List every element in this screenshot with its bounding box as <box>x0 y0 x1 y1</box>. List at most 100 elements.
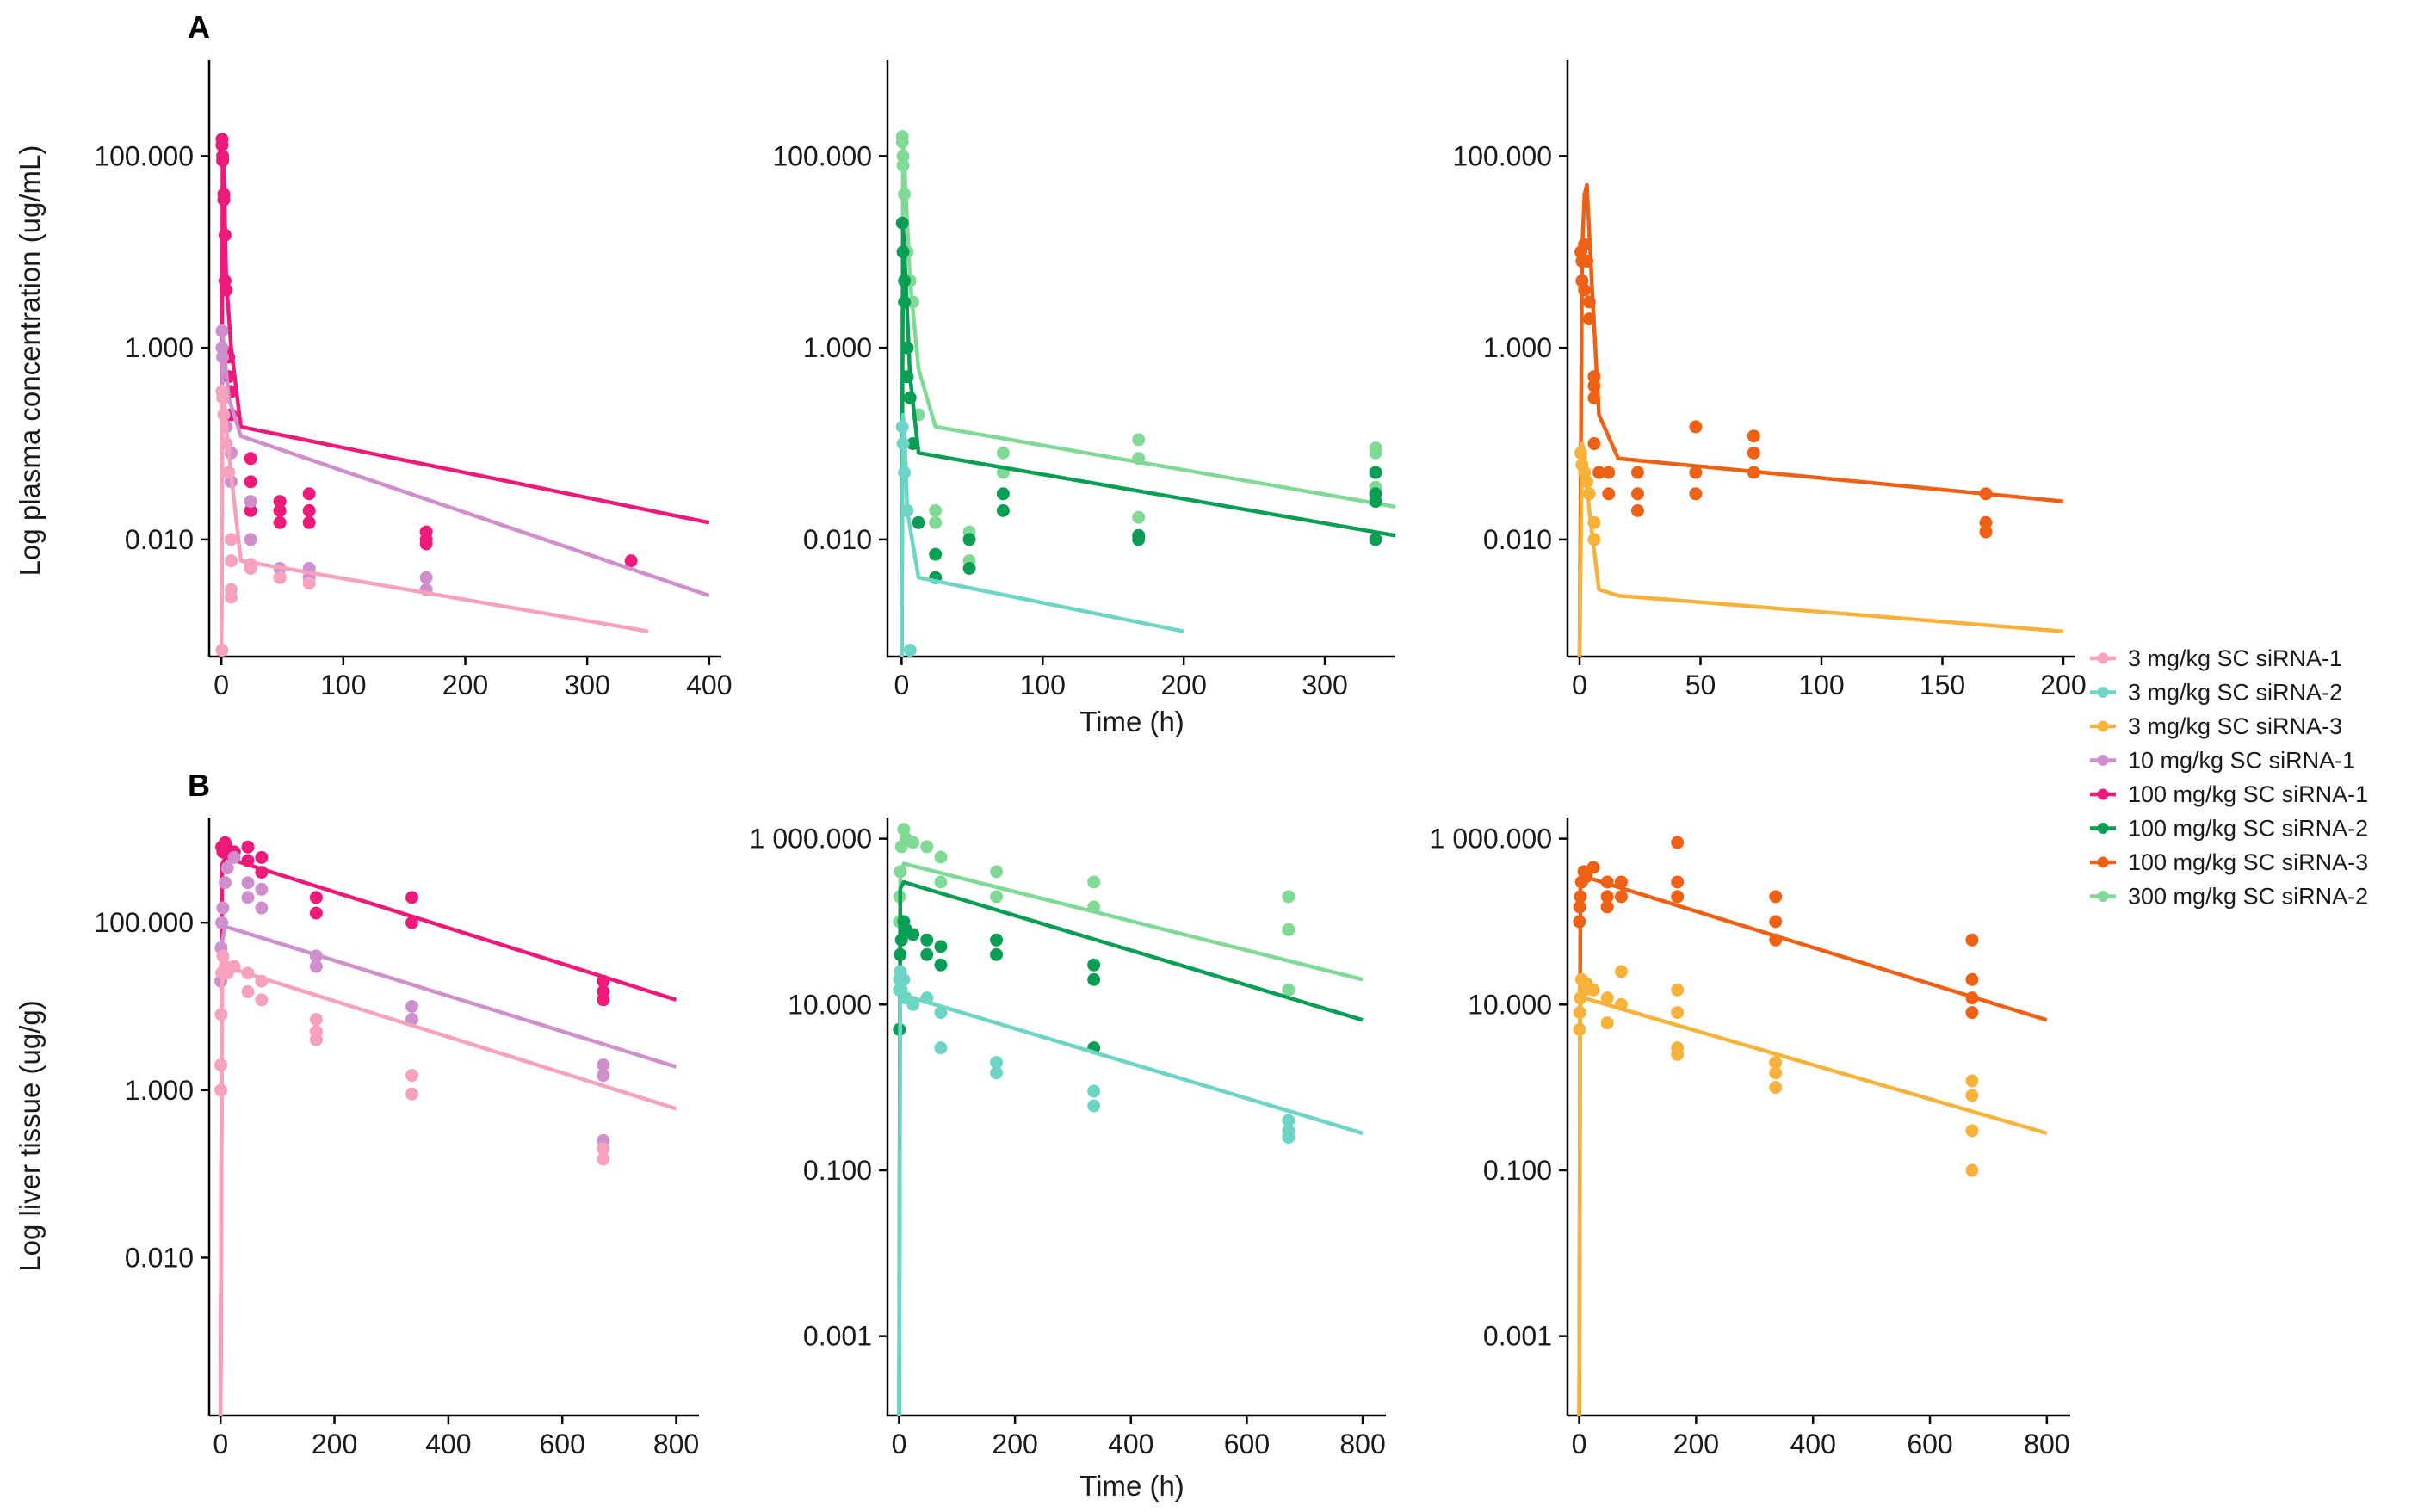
data-point <box>1671 875 1685 889</box>
data-point <box>1965 1074 1979 1088</box>
data-point <box>597 1069 610 1083</box>
data-point <box>1769 915 1783 929</box>
fit-line <box>900 137 1396 657</box>
plot-area <box>1573 836 2048 1416</box>
data-point <box>1282 890 1296 904</box>
plot-area <box>893 823 1364 1416</box>
data-point <box>1979 525 1993 539</box>
data-point <box>1630 503 1644 517</box>
data-point <box>1282 1114 1296 1127</box>
data-point <box>920 947 934 961</box>
data-point <box>934 875 948 889</box>
legend-label: 300 mg/kg SC siRNA-2 <box>2128 884 2368 910</box>
data-point <box>1087 1084 1101 1098</box>
data-point <box>996 503 1010 517</box>
fit-line <box>900 220 1396 657</box>
y-axis-title-plasma: Log plasma concentration (ug/mL) <box>14 145 46 577</box>
data-point <box>1671 1006 1685 1020</box>
data-point <box>1671 836 1685 849</box>
data-point <box>934 1006 948 1020</box>
y-tick-label: 100.000 <box>94 140 194 171</box>
legend-label: 10 mg/kg SC siRNA-1 <box>2128 748 2355 774</box>
x-tick-label: 200 <box>992 1429 1037 1460</box>
legend-key-point <box>2097 755 2109 766</box>
data-point <box>244 503 257 517</box>
y-tick-label: 0.010 <box>803 524 872 555</box>
panel-a2: 0 100 200 300 100.000 1.000 0.010 <box>772 60 1396 700</box>
x-tick-label: 0 <box>894 670 909 700</box>
legend-label: 3 mg/kg SC siRNA-2 <box>2128 680 2342 706</box>
data-point <box>302 503 316 517</box>
data-point <box>244 475 257 489</box>
data-point <box>309 1013 323 1027</box>
legend-key-point <box>2097 687 2109 698</box>
data-point <box>1614 965 1628 978</box>
data-point <box>309 906 323 920</box>
data-point <box>1965 933 1979 947</box>
panel-a1: 0 100 200 300 400 100.000 1.000 0.010 <box>94 60 733 700</box>
x-tick-label: 300 <box>564 670 609 700</box>
y-tick-label: 0.100 <box>1483 1155 1552 1186</box>
data-point <box>990 1056 1004 1070</box>
legend-item: 3 mg/kg SC siRNA-3 <box>2090 713 2342 739</box>
data-point <box>273 503 287 517</box>
plot-area <box>215 133 710 657</box>
data-point <box>302 515 316 529</box>
data-point <box>920 933 934 947</box>
data-point <box>906 997 920 1011</box>
y-tick-label: 0.001 <box>803 1321 872 1352</box>
legend-label: 100 mg/kg SC siRNA-2 <box>2128 816 2368 842</box>
data-point <box>255 882 269 896</box>
legend-label: 100 mg/kg SC siRNA-3 <box>2128 849 2368 875</box>
data-point <box>1965 1124 1979 1138</box>
y-tick-label: 0.010 <box>1483 524 1552 555</box>
data-point <box>1087 1099 1101 1113</box>
legend-key-point <box>2097 788 2109 800</box>
data-point <box>1965 1089 1979 1102</box>
legend-item: 100 mg/kg SC siRNA-3 <box>2090 849 2368 875</box>
data-point <box>929 515 943 529</box>
y-tick-label: 10.000 <box>788 989 872 1020</box>
data-point <box>1671 1047 1685 1061</box>
x-tick-label: 200 <box>442 670 488 700</box>
y-tick-label: 10.000 <box>1468 989 1552 1020</box>
data-point <box>1600 991 1614 1005</box>
y-tick-label: 0.001 <box>1483 1321 1552 1352</box>
data-point <box>255 850 269 864</box>
data-point <box>597 1152 610 1166</box>
legend-item: 3 mg/kg SC siRNA-2 <box>2090 680 2342 706</box>
data-point <box>244 452 257 466</box>
data-point <box>934 958 948 972</box>
x-tick-label: 600 <box>1224 1429 1270 1460</box>
data-point <box>996 446 1010 460</box>
y-tick-label: 1.000 <box>125 1075 194 1106</box>
y-tick-label: 0.100 <box>803 1155 872 1186</box>
x-tick-label: 200 <box>1160 670 1206 700</box>
y-tick-label: 0.010 <box>125 524 194 555</box>
data-point <box>1600 890 1614 904</box>
fit-line <box>1577 874 2048 1416</box>
data-point <box>225 554 238 568</box>
y-tick-label: 100.000 <box>772 140 872 171</box>
x-axis-title-top: Time (h) <box>1079 706 1184 737</box>
data-point <box>1671 983 1685 997</box>
x-tick-label: 200 <box>1673 1429 1719 1460</box>
fit-line <box>219 329 710 657</box>
data-point <box>1132 510 1146 524</box>
data-point <box>920 840 934 854</box>
y-tick-label: 1.000 <box>125 332 194 363</box>
data-point <box>1965 1006 1979 1020</box>
data-point <box>1689 420 1703 434</box>
legend-item: 10 mg/kg SC siRNA-1 <box>2090 748 2355 774</box>
data-point <box>1369 495 1382 509</box>
data-point <box>934 1041 948 1055</box>
legend-item: 100 mg/kg SC siRNA-2 <box>2090 816 2368 842</box>
data-point <box>244 495 257 509</box>
y-tick-label: 1 000.000 <box>750 824 872 855</box>
data-point <box>302 487 316 501</box>
data-point <box>405 891 419 904</box>
data-point <box>1282 923 1296 936</box>
plot-area <box>214 836 677 1416</box>
data-point <box>1282 1131 1296 1145</box>
data-point <box>929 547 943 561</box>
